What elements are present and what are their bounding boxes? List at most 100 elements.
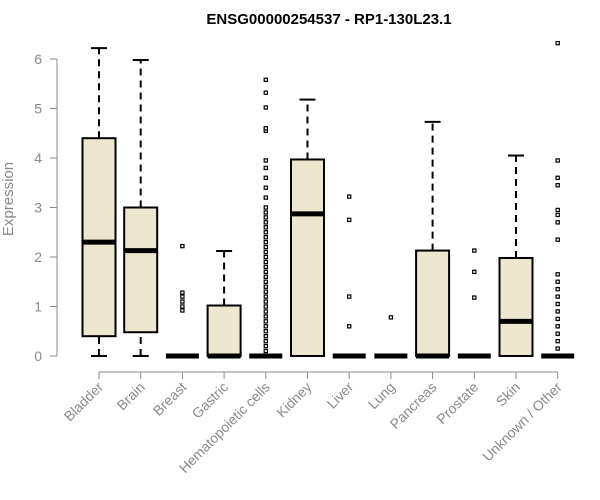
box-brain (123, 58, 159, 357)
outlier-point (263, 309, 269, 314)
box-skin (498, 154, 534, 357)
outlier-point (347, 294, 352, 299)
outlier-point (347, 324, 352, 329)
outlier-point (555, 237, 560, 242)
outlier-point (263, 348, 269, 354)
outlier-point (263, 319, 269, 324)
outlier-point (263, 254, 269, 260)
x-tick-label: Liver (324, 379, 357, 412)
x-tick-label: Bladder (61, 379, 107, 425)
outlier-point (263, 105, 269, 110)
outlier-point (555, 301, 560, 307)
outlier-point (180, 290, 185, 295)
outlier-point (263, 215, 269, 220)
outlier-point (263, 195, 269, 200)
box-iqr (81, 137, 117, 338)
outlier-point (347, 194, 352, 199)
box-lung (374, 315, 408, 359)
outlier-point (555, 331, 560, 336)
outlier-point (180, 243, 185, 249)
x-tick-label: Brain (113, 379, 147, 413)
x-tick-label: Prostate (433, 379, 481, 427)
box-hematopoietic-cells (249, 77, 283, 359)
box-liver (332, 194, 366, 359)
x-tick-label: Breast (150, 379, 190, 419)
y-tick-label: 5 (34, 101, 42, 117)
outlier-point (263, 165, 269, 171)
outlier-point (263, 126, 269, 131)
outlier-point (180, 304, 185, 309)
outlier-point (263, 185, 269, 190)
box-iqr (290, 158, 325, 357)
outlier-point (263, 334, 269, 339)
outlier-point (555, 183, 560, 188)
y-tick-label: 1 (34, 299, 42, 315)
outlier-point (263, 279, 269, 284)
box-pancreas (415, 120, 451, 359)
y-axis: 0 1 2 3 4 5 6 (34, 51, 58, 364)
box-kidney (290, 98, 325, 357)
outlier-point (263, 264, 269, 270)
box-unknown-other (541, 40, 575, 359)
outlier-point (180, 299, 185, 304)
outlier-point (263, 274, 269, 280)
outlier-point (555, 338, 560, 344)
box-iqr (498, 256, 534, 357)
outlier-point (555, 309, 560, 314)
outlier-point (263, 329, 269, 334)
outlier-point (263, 225, 269, 230)
outlier-point (263, 249, 269, 255)
outlier-point (555, 158, 560, 163)
outlier-point (263, 90, 269, 95)
outlier-point (347, 217, 352, 223)
box-bladder (81, 47, 117, 357)
chart-title: ENSG00000254537 - RP1-130L23.1 (206, 11, 451, 28)
outlier-point (472, 248, 477, 253)
outlier-point (555, 346, 560, 351)
x-tick-label: Skin (493, 379, 524, 410)
outlier-point (263, 338, 269, 344)
outlier-point (555, 207, 560, 213)
outlier-point (555, 212, 560, 218)
outlier-point (263, 314, 269, 319)
outlier-point (472, 295, 477, 300)
y-tick-label: 3 (34, 200, 42, 216)
x-tick-label: Lung (365, 379, 398, 412)
box-iqr (206, 304, 242, 358)
y-tick-label: 2 (34, 249, 42, 265)
outlier-point (263, 259, 269, 265)
outlier-point (180, 308, 185, 313)
box-iqr (123, 206, 159, 334)
y-axis-label: Expression (0, 162, 17, 236)
y-tick-label: 6 (34, 51, 42, 67)
box-gastric (206, 250, 242, 359)
outlier-point (263, 220, 269, 225)
outlier-point (263, 343, 269, 349)
outlier-point (263, 230, 269, 235)
outlier-point (388, 315, 394, 320)
outlier-point (555, 316, 560, 322)
box-iqr (415, 249, 451, 357)
outlier-point (263, 299, 269, 304)
outlier-point (263, 235, 269, 240)
outlier-point (555, 324, 560, 329)
outlier-point (263, 284, 269, 289)
x-tick-label: Kidney (273, 379, 315, 421)
x-tick-label: Unknown / Other (479, 379, 565, 465)
outlier-point (472, 269, 477, 275)
outlier-point (263, 77, 269, 82)
outlier-point (555, 175, 560, 180)
outlier-point (263, 239, 269, 245)
outlier-point (263, 210, 269, 215)
outlier-point (555, 279, 560, 284)
outlier-point (555, 40, 560, 46)
outlier-point (263, 158, 269, 163)
outlier-point (555, 294, 560, 299)
outlier-point (263, 205, 269, 210)
outlier-point (555, 272, 560, 277)
outlier-point (263, 244, 269, 250)
box-series (81, 40, 575, 359)
box-prostate (457, 248, 491, 359)
